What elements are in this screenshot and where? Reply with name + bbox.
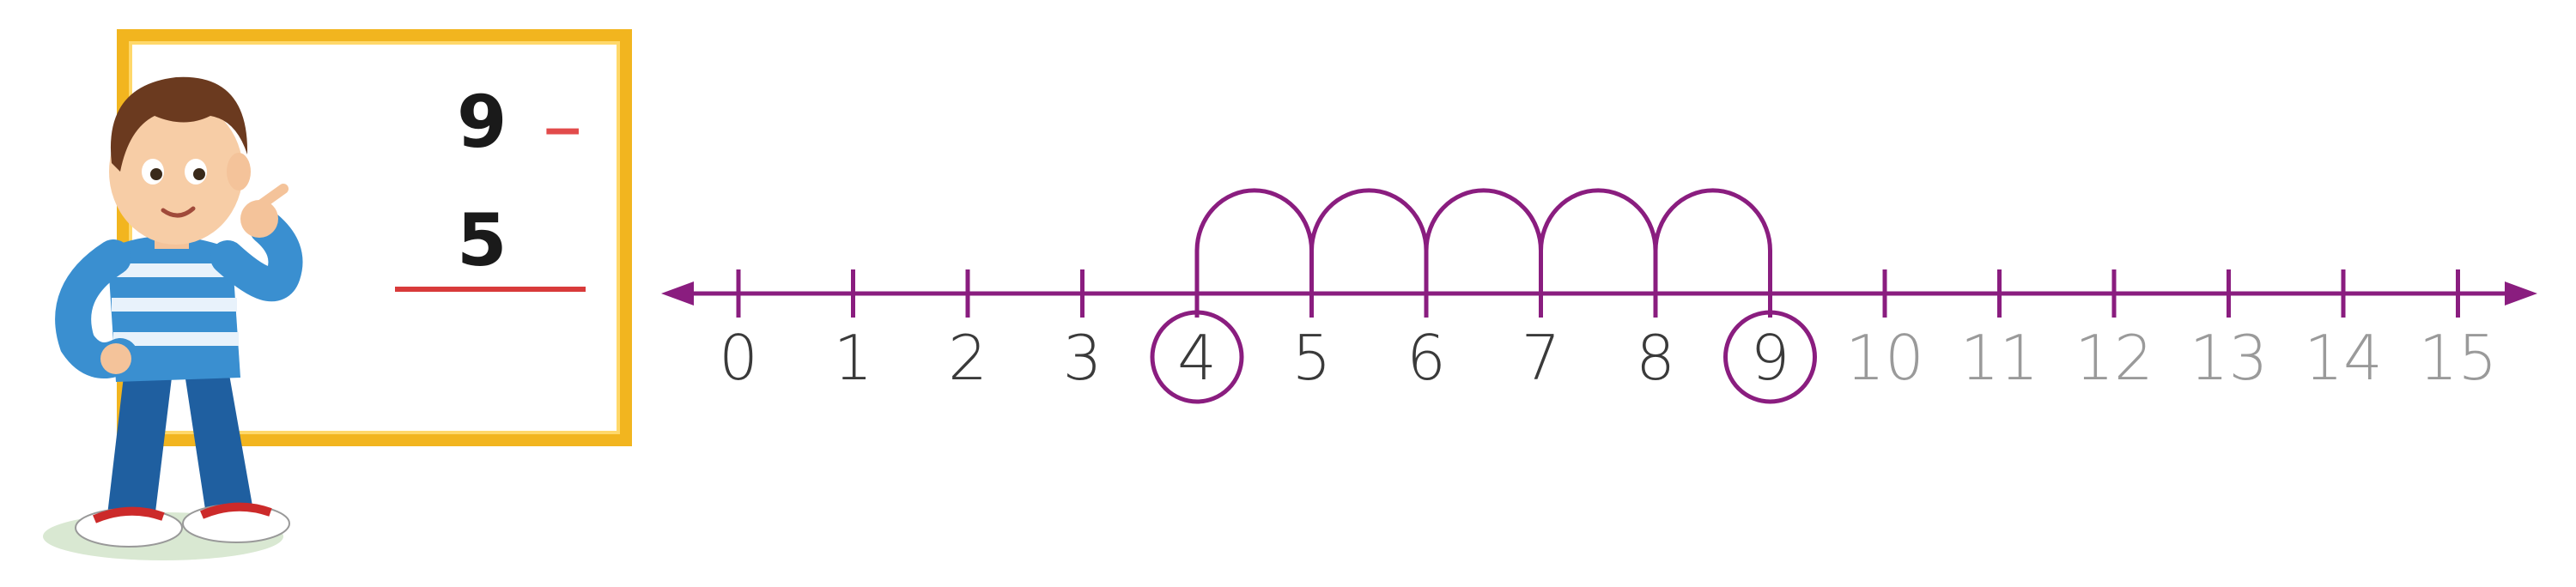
subtrahend-number: 5 [457, 198, 507, 282]
boy-left-shoe-stripe [93, 506, 165, 523]
hop-arc-4-5 [1194, 188, 1314, 269]
boy-pointing-finger [254, 184, 289, 211]
hop-arc-8-9 [1653, 188, 1772, 269]
tick-label-2: 2 [948, 322, 987, 394]
tick-label-12: 12 [2075, 322, 2154, 394]
right-arrow-head [2505, 281, 2537, 306]
tick-label-13: 13 [2190, 322, 2269, 394]
boy-right-pupil [193, 168, 205, 180]
tick-label-1: 1 [834, 322, 873, 394]
tick-label-15: 15 [2419, 322, 2498, 394]
boy-right-shoe-stripe [200, 502, 272, 519]
boy-left-pupil [150, 168, 162, 180]
tick-label-4: 4 [1177, 322, 1217, 394]
boy-character [43, 76, 303, 560]
hop-arc-7-8 [1539, 188, 1658, 269]
tick-label-6: 6 [1406, 322, 1446, 394]
tick-label-3: 3 [1063, 322, 1103, 394]
hop-arc-5-6 [1309, 188, 1429, 269]
minuend-number: 9 [457, 80, 507, 164]
tick-label-0: 0 [719, 322, 758, 394]
hop-arc-6-7 [1424, 188, 1543, 269]
tick-label-7: 7 [1522, 322, 1561, 394]
tick-label-5: 5 [1292, 322, 1332, 394]
left-arrow-head [661, 281, 694, 306]
tick-label-11: 11 [1960, 322, 2039, 394]
circle-around-4 [1150, 310, 1244, 404]
boy-hair [110, 76, 248, 172]
boy-left-leg [107, 369, 172, 519]
minus-sign: − [541, 100, 585, 160]
answer-line [395, 287, 586, 292]
boy-right-arm [210, 210, 303, 302]
boy-ear [227, 153, 251, 191]
tick-label-8: 8 [1636, 322, 1675, 394]
tick-label-10: 10 [1845, 322, 1924, 394]
boy-left-hand [100, 343, 131, 374]
boy-mouth [161, 206, 196, 218]
tick-label-14: 14 [2304, 322, 2383, 394]
boy-right-leg [185, 365, 253, 515]
boy-face [109, 99, 243, 245]
boy-right-hand [240, 200, 278, 238]
circle-around-9 [1723, 310, 1817, 404]
tick-label-9: 9 [1751, 322, 1790, 394]
